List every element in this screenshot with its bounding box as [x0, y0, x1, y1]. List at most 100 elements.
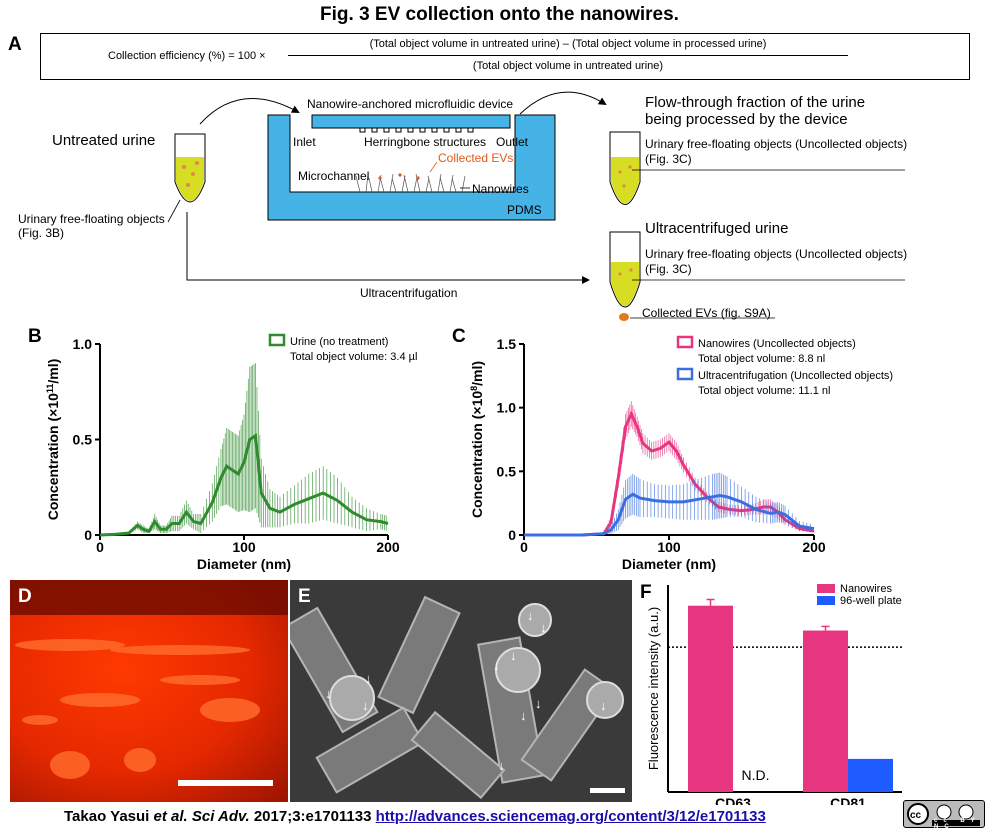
y-tick-label: 0.5: [497, 463, 517, 479]
legend-swatch: [268, 333, 286, 347]
y-tick-label: 1.0: [497, 400, 517, 416]
collected-evs-s9a-label: Collected EVs (fig. S9A): [642, 306, 771, 320]
y-axis-label: Fluorescence intensity (a.u.): [646, 607, 661, 770]
flow-through-label: Flow-through fraction of the urine being…: [645, 94, 866, 128]
svg-text:↓: ↓: [325, 686, 332, 701]
device-title: Nanowire-anchored microfluidic device: [307, 97, 514, 111]
arrow-to-device: [199, 98, 300, 125]
panel-label-e: E: [298, 586, 311, 607]
microchannel-label: Microchannel: [298, 169, 370, 183]
x-tick-label: 100: [657, 539, 681, 555]
legend-label: Nanowires (Uncollected objects): [698, 338, 856, 350]
svg-text:↓: ↓: [520, 708, 527, 723]
panel-label-c: C: [452, 326, 466, 347]
bar: [803, 630, 848, 792]
y-axis-label: Concentration (×108/ml): [469, 361, 485, 518]
y-tick-label: 1.0: [73, 336, 93, 352]
equation-denominator: (Total object volume in untreated urine): [472, 60, 664, 72]
outlet-label: Outlet: [496, 135, 529, 149]
chart-c: 0 100 200 0 0.5 1.0 1.5 Diameter (nm) Concentrat…: [469, 335, 893, 572]
legend-swatch: [676, 367, 694, 381]
panel-label-b: B: [28, 326, 42, 347]
fluorescence-micrograph: [10, 580, 288, 802]
svg-text:↓: ↓: [600, 698, 607, 713]
svg-text:cc: cc: [910, 810, 922, 821]
equation-box: [40, 33, 970, 80]
footer-journal: Sci Adv.: [191, 808, 250, 825]
svg-text:↓: ↓: [493, 658, 500, 673]
legend-swatch: [817, 596, 835, 605]
equation-lhs: Collection efficiency (%) = 100 ×: [108, 50, 266, 62]
footer-author: Takao Yasui: [64, 808, 150, 825]
svg-text:↓: ↓: [365, 671, 372, 686]
panel-label-a: A: [8, 34, 22, 55]
x-axis-label: Diameter (nm): [197, 556, 291, 572]
ultracentrifugation-label: Ultracentrifugation: [360, 286, 458, 300]
schematic-graphics: [167, 91, 905, 321]
scale-bar: [178, 780, 273, 786]
x-tick-label: 100: [232, 539, 256, 555]
x-category-label: CD63: [715, 795, 751, 805]
y-tick-label: 0: [84, 527, 92, 543]
collected-evs-label: Collected EVs: [438, 151, 514, 165]
flowthrough-tube: [609, 131, 905, 205]
untreated-urine-tube: [174, 133, 206, 203]
x-axis-label: Diameter (nm): [622, 556, 716, 572]
inlet-label: Inlet: [293, 135, 316, 149]
footer-etal: et al.: [153, 808, 188, 825]
legend-swatch: [817, 584, 835, 593]
svg-text:↓: ↓: [527, 608, 534, 623]
arrow-ultracentrifugation: [186, 212, 590, 284]
footer-citation: 2017;3:e1701133: [253, 808, 372, 825]
pdms-label: PDMS: [507, 203, 542, 217]
legend-label: Ultracentrifugation (Uncollected objects…: [698, 370, 893, 382]
nanowires-label: Nanowires: [472, 182, 529, 196]
legend-label: Nanowires: [840, 583, 892, 595]
y-axis-label: Concentration (×1011/ml): [45, 359, 61, 521]
ultracentrifuged-urine-label: Ultracentrifuged urine: [645, 220, 789, 237]
svg-text:↓: ↓: [540, 620, 547, 635]
cc-license-badge: cc cc BY NC: [903, 800, 985, 830]
fraction-bar: [288, 55, 848, 56]
legend-note: Total object volume: 11.1 nl: [698, 385, 830, 397]
y-tick-label: 1.5: [497, 336, 517, 352]
herringbone-label: Herringbone structures: [364, 135, 487, 149]
series-line: [99, 433, 389, 537]
svg-text:↓: ↓: [362, 698, 369, 713]
sem-micrograph: ↓ ↓ ↓ ↓ ↓ ↓ ↓ ↓ ↓ ↓ ↓: [290, 580, 632, 802]
uncollected-3c-label-1: Urinary free-floating objects (Uncollect…: [645, 137, 908, 166]
svg-text:↓: ↓: [535, 696, 542, 711]
panel-label-d: D: [18, 586, 32, 607]
x-tick-label: 0: [96, 539, 104, 555]
citation-footer: Takao Yasui et al. Sci Adv. 2017;3:e1701…: [64, 808, 766, 825]
legend-note: Total object volume: 3.4 µl: [290, 351, 417, 363]
nd-annotation: N.D.: [742, 767, 770, 783]
legend-note: Total object volume: 8.8 nl: [698, 353, 825, 365]
x-tick-label: 0: [520, 539, 528, 555]
series-line: [524, 410, 815, 537]
legend-swatch: [676, 335, 694, 349]
x-tick-label: 200: [802, 539, 826, 555]
arrow-to-flowthrough: [519, 91, 607, 115]
microfluidic-device: [267, 114, 556, 221]
footer-link[interactable]: http://advances.sciencemag.org/content/3…: [375, 808, 766, 825]
equation-numerator: (Total object volume in untreated urine)…: [369, 38, 767, 50]
bar: [688, 605, 733, 792]
figure-title: Fig. 3 EV collection onto the nanowires.: [320, 4, 679, 25]
bar: [848, 758, 893, 792]
svg-text:↓: ↓: [510, 648, 517, 663]
chart-f: Fluorescence intensity (a.u.) N.D. CD63 CD8…: [646, 583, 902, 805]
untreated-urine-label: Untreated urine: [52, 132, 156, 149]
cc-badge-text: cc BY NC: [934, 818, 981, 830]
scale-bar: [590, 788, 625, 793]
ultracentrifuged-tube: [609, 231, 905, 321]
x-tick-label: 200: [376, 539, 400, 555]
legend-label: 96-well plate: [840, 595, 902, 607]
y-tick-label: 0: [508, 527, 516, 543]
series-line: [524, 492, 815, 537]
y-tick-label: 0.5: [73, 432, 93, 448]
uncollected-3c-label-2: Urinary free-floating objects (Uncollect…: [645, 247, 908, 276]
chart-b: 0 100 200 0 0.5 1.0 Diameter (nm) Concentration…: [45, 333, 417, 572]
panel-label-f: F: [640, 582, 652, 603]
x-category-label: CD81: [830, 795, 866, 805]
